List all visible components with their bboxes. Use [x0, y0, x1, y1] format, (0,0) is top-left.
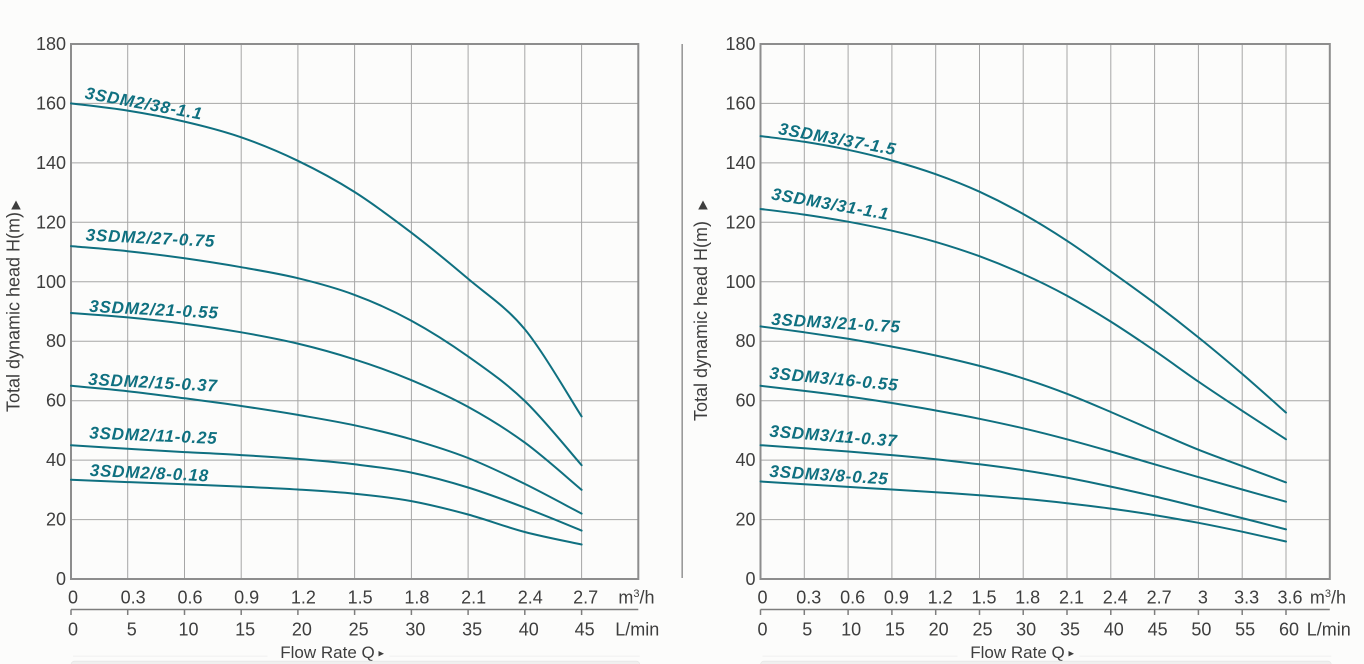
svg-text:1.8: 1.8: [404, 588, 429, 608]
svg-text:160: 160: [725, 93, 755, 113]
svg-text:5: 5: [127, 620, 137, 640]
svg-text:60: 60: [1279, 620, 1299, 640]
svg-text:0: 0: [56, 569, 66, 589]
svg-text:100: 100: [725, 272, 755, 292]
svg-text:0.6: 0.6: [177, 588, 202, 608]
svg-text:m3/h: m3/h: [1310, 588, 1346, 608]
svg-text:2.4: 2.4: [1103, 588, 1128, 608]
svg-text:15: 15: [885, 620, 905, 640]
svg-text:m3/h: m3/h: [618, 588, 654, 608]
svg-text:100: 100: [36, 272, 66, 292]
svg-text:60: 60: [735, 391, 755, 411]
svg-text:1.5: 1.5: [348, 588, 373, 608]
svg-text:L/min: L/min: [1307, 620, 1351, 640]
svg-text:0: 0: [68, 620, 78, 640]
svg-text:Flow Rate Q: Flow Rate Q: [970, 643, 1064, 662]
svg-text:0.3: 0.3: [121, 588, 146, 608]
svg-text:50: 50: [1191, 620, 1211, 640]
svg-text:0: 0: [68, 588, 78, 608]
svg-text:2.4: 2.4: [518, 588, 543, 608]
svg-text:40: 40: [735, 450, 755, 470]
svg-text:20: 20: [292, 620, 312, 640]
svg-text:35: 35: [462, 620, 482, 640]
svg-text:45: 45: [1148, 620, 1168, 640]
svg-text:Flow Rate Q: Flow Rate Q: [280, 643, 374, 662]
svg-text:30: 30: [1016, 620, 1036, 640]
svg-text:60: 60: [46, 391, 66, 411]
svg-text:1.8: 1.8: [1015, 588, 1040, 608]
svg-text:0.9: 0.9: [884, 588, 909, 608]
svg-text:140: 140: [725, 153, 755, 173]
svg-text:3.6: 3.6: [1277, 588, 1302, 608]
svg-text:1.5: 1.5: [971, 588, 996, 608]
svg-text:Total dynamic head H(m): Total dynamic head H(m): [691, 221, 711, 421]
svg-text:25: 25: [349, 620, 369, 640]
svg-text:2.1: 2.1: [1059, 588, 1084, 608]
svg-text:20: 20: [735, 510, 755, 530]
svg-text:5: 5: [802, 620, 812, 640]
svg-text:120: 120: [725, 212, 755, 232]
svg-text:0.9: 0.9: [234, 588, 259, 608]
svg-text:35: 35: [1060, 620, 1080, 640]
svg-text:180: 180: [36, 34, 66, 54]
svg-text:140: 140: [36, 153, 66, 173]
svg-text:3: 3: [1198, 588, 1208, 608]
svg-text:30: 30: [405, 620, 425, 640]
svg-text:2.7: 2.7: [1147, 588, 1172, 608]
svg-text:0: 0: [757, 620, 767, 640]
svg-text:0.6: 0.6: [840, 588, 865, 608]
svg-text:15: 15: [235, 620, 255, 640]
svg-text:25: 25: [972, 620, 992, 640]
svg-text:0: 0: [757, 588, 767, 608]
svg-text:120: 120: [36, 212, 66, 232]
svg-text:1.2: 1.2: [291, 588, 316, 608]
svg-text:L/min: L/min: [615, 620, 659, 640]
svg-text:20: 20: [46, 510, 66, 530]
svg-text:55: 55: [1235, 620, 1255, 640]
svg-text:40: 40: [46, 450, 66, 470]
svg-text:45: 45: [575, 620, 595, 640]
svg-text:Total dynamic head H(m): Total dynamic head H(m): [4, 212, 24, 412]
svg-text:40: 40: [519, 620, 539, 640]
svg-text:1.2: 1.2: [928, 588, 953, 608]
svg-text:80: 80: [735, 331, 755, 351]
svg-text:80: 80: [46, 331, 66, 351]
svg-text:10: 10: [841, 620, 861, 640]
svg-text:10: 10: [178, 620, 198, 640]
svg-text:160: 160: [36, 93, 66, 113]
svg-text:2.1: 2.1: [461, 588, 486, 608]
svg-text:20: 20: [929, 620, 949, 640]
svg-text:2.7: 2.7: [573, 588, 598, 608]
svg-text:180: 180: [725, 34, 755, 54]
svg-text:40: 40: [1104, 620, 1124, 640]
svg-text:0: 0: [745, 569, 755, 589]
svg-text:3.3: 3.3: [1234, 588, 1259, 608]
svg-text:0.3: 0.3: [796, 588, 821, 608]
